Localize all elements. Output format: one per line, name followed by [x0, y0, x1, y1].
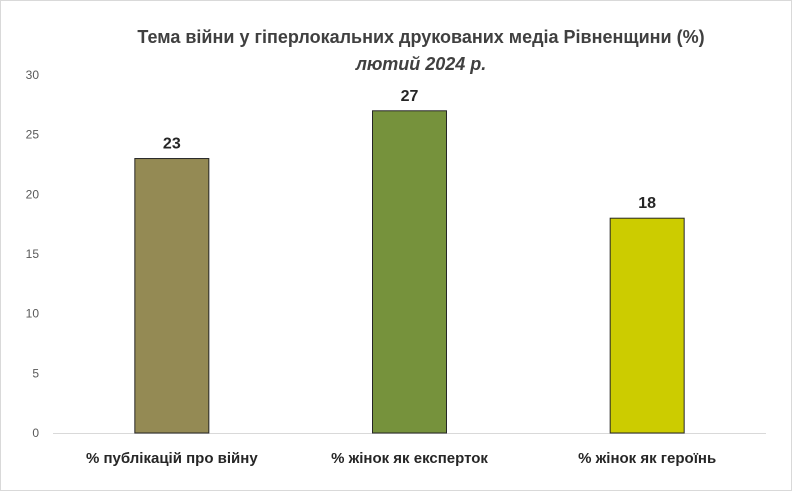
x-category-label: % публікацій про війну	[86, 450, 258, 467]
bar-value-label: 27	[401, 88, 419, 105]
bar	[372, 110, 447, 434]
chart-subtitle: лютий 2024 р.	[355, 54, 487, 74]
x-category-label: % жінок як героїнь	[578, 450, 716, 467]
x-category-label: % жінок як експерток	[331, 450, 488, 467]
y-tick-label: 10	[26, 307, 40, 321]
chart-title: Тема війни у гіперлокальних друкованих м…	[137, 27, 705, 47]
y-tick-label: 5	[32, 366, 39, 380]
y-tick-label: 30	[26, 68, 40, 82]
y-tick-label: 0	[32, 426, 39, 440]
y-tick-label: 25	[26, 128, 40, 142]
y-tick-label: 15	[26, 247, 40, 261]
bar-value-label: 23	[163, 136, 181, 153]
y-tick-label: 20	[26, 187, 40, 201]
bar	[609, 217, 685, 434]
bar	[134, 158, 210, 434]
bar-value-label: 18	[638, 195, 656, 212]
